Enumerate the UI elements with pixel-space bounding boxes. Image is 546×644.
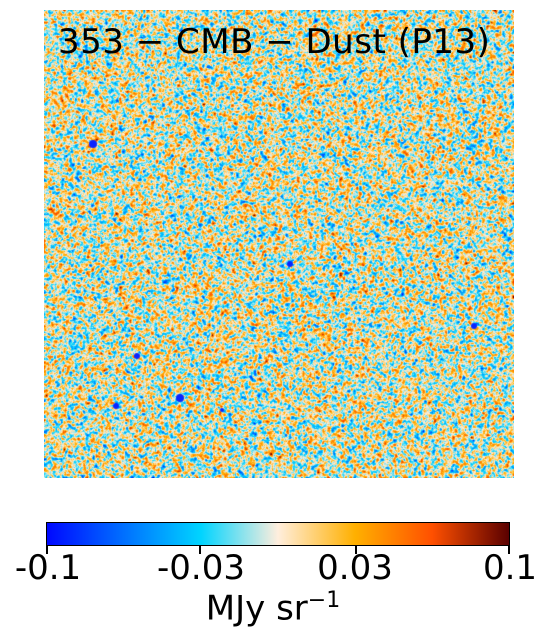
map-title: 353 − CMB − Dust (P13) [58,22,491,62]
sky-map-panel: 353 − CMB − Dust (P13) [44,10,514,478]
colorbar-tick-1 [46,546,48,554]
colorbar-tick-3 [355,546,357,554]
unit-text: MJy sr [205,588,308,629]
unit-exponent: −1 [307,588,341,613]
colorbar-tick-label-4: 0.1 [482,548,538,588]
sky-map-image [44,10,514,478]
colorbar-tick-label-1: -0.1 [14,548,82,588]
colorbar-tick-label-2: -0.03 [157,548,245,588]
colorbar-tick-2 [199,546,201,554]
colorbar-tick-4 [508,546,510,554]
colorbar-gradient [47,523,509,545]
colorbar-unit-label: MJy sr−1 [0,588,546,628]
colorbar-tick-label-3: 0.03 [317,548,393,588]
colorbar [46,522,510,546]
